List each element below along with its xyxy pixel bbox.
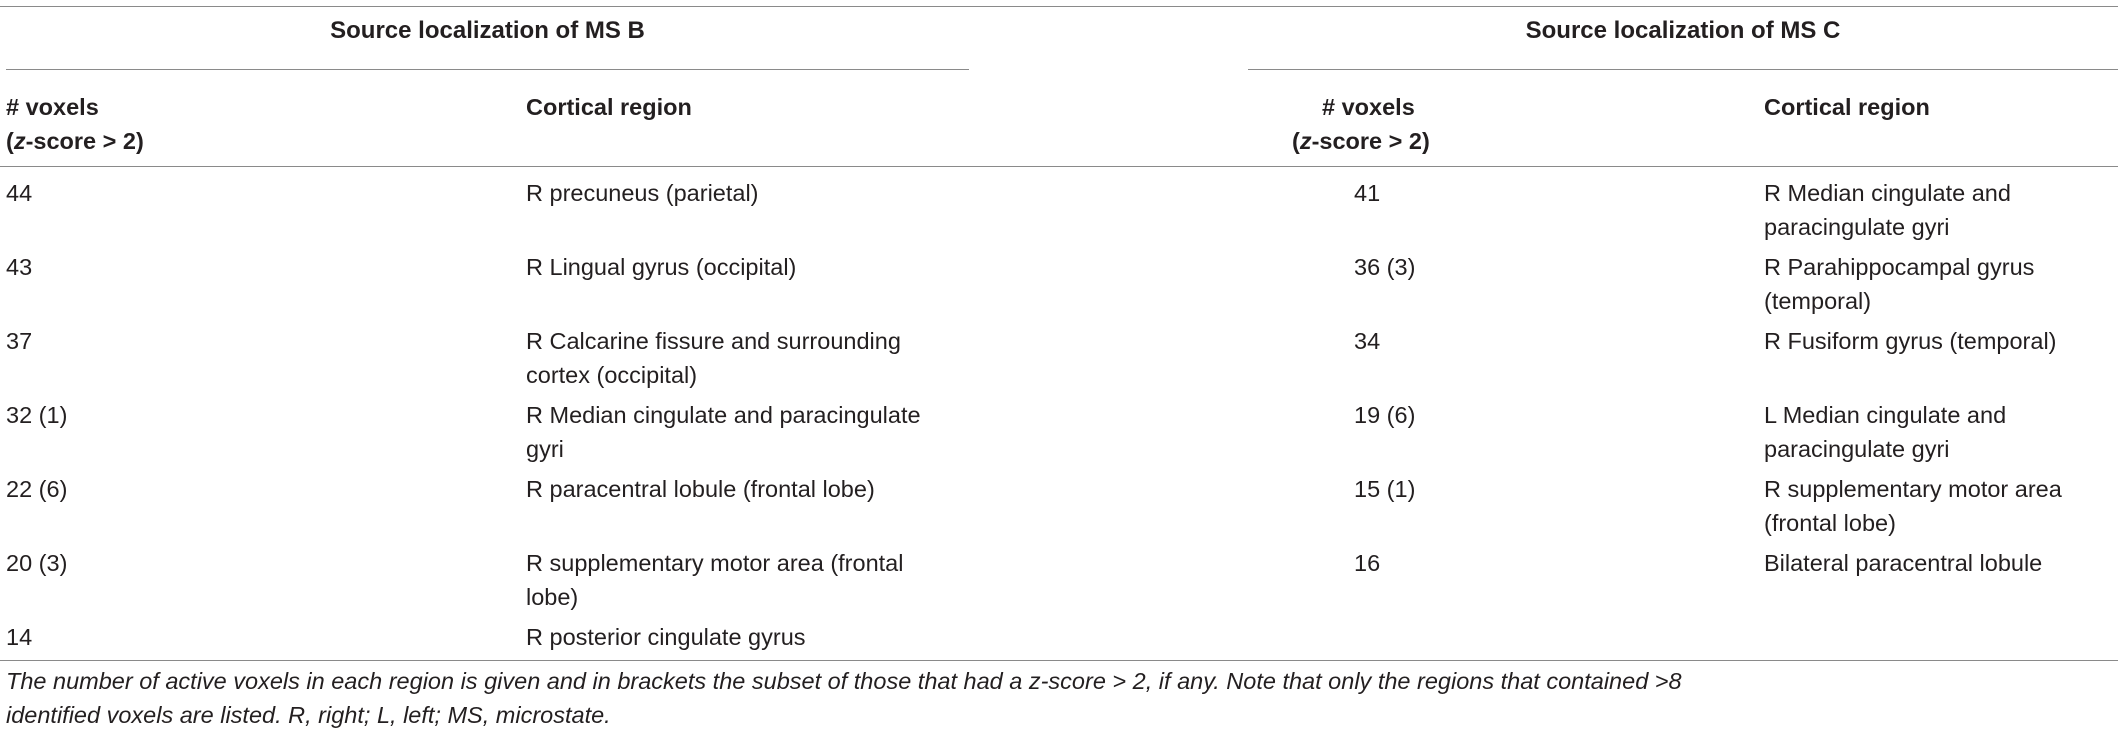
header-region-ms-c: Cortical region bbox=[1764, 94, 1930, 120]
header-bottom-rule bbox=[0, 166, 2118, 167]
table-cell-voxels-ms-c: 15 (1) bbox=[1354, 476, 1416, 502]
region-line: R supplementary motor area (frontal bbox=[526, 550, 904, 576]
header-voxels-line1: # voxels bbox=[6, 94, 99, 120]
group-c-underline bbox=[1248, 69, 2118, 70]
table-cell-region-ms-b: R supplementary motor area (frontal lobe) bbox=[526, 546, 903, 614]
table-cell-region-ms-b: R Median cingulate and paracingulate gyri bbox=[526, 398, 921, 466]
table-cell-region-ms-c: L Median cingulate and paracingulate gyri bbox=[1764, 398, 2006, 466]
table-cell-voxels-ms-c: 19 (6) bbox=[1354, 402, 1416, 428]
caption-line-1: The number of active voxels in each regi… bbox=[6, 668, 1682, 694]
region-line: gyri bbox=[526, 436, 564, 462]
table-cell-voxels-ms-b: 32 (1) bbox=[6, 402, 68, 428]
table-cell-region-ms-b: R posterior cingulate gyrus bbox=[526, 620, 806, 654]
table-cell-region-ms-b: R precuneus (parietal) bbox=[526, 176, 759, 210]
caption-line-2: identified voxels are listed. R, right; … bbox=[6, 702, 611, 728]
header-voxels-ms-c: # voxels (z-score > 2) bbox=[1292, 90, 1430, 158]
table-cell-voxels-ms-c: 41 bbox=[1354, 180, 1381, 206]
table-cell-region-ms-c: R Fusiform gyrus (temporal) bbox=[1764, 324, 2057, 358]
region-line: cortex (occipital) bbox=[526, 362, 698, 388]
region-line: R posterior cingulate gyrus bbox=[526, 624, 806, 650]
region-line: R supplementary motor area bbox=[1764, 476, 2062, 502]
region-line: paracingulate gyri bbox=[1764, 214, 1950, 240]
region-line: R Fusiform gyrus (temporal) bbox=[1764, 328, 2057, 354]
table-cell-voxels-ms-b: 43 bbox=[6, 254, 33, 280]
table-cell-voxels-ms-c: 36 (3) bbox=[1354, 254, 1416, 280]
region-line: R Parahippocampal gyrus bbox=[1764, 254, 2035, 280]
header-region-ms-b: Cortical region bbox=[526, 94, 692, 120]
table-cell-region-ms-b: R Lingual gyrus (occipital) bbox=[526, 250, 796, 284]
region-line: R Lingual gyrus (occipital) bbox=[526, 254, 797, 280]
top-rule bbox=[0, 6, 2118, 7]
header-voxels-ms-b: # voxels (z-score > 2) bbox=[6, 90, 144, 158]
group-title-ms-b: Source localization of MS B bbox=[330, 17, 645, 44]
region-line: R precuneus (parietal) bbox=[526, 180, 759, 206]
region-line: L Median cingulate and bbox=[1764, 402, 2007, 428]
region-line: paracingulate gyri bbox=[1764, 436, 1950, 462]
region-line: (frontal lobe) bbox=[1764, 510, 1896, 536]
table-cell-region-ms-b: R Calcarine fissure and surrounding corte… bbox=[526, 324, 901, 392]
table-cell-voxels-ms-b: 22 (6) bbox=[6, 476, 68, 502]
table-cell-voxels-ms-b: 14 bbox=[6, 624, 33, 650]
table-cell-region-ms-c: Bilateral paracentral lobule bbox=[1764, 546, 2042, 580]
table-caption: The number of active voxels in each regi… bbox=[6, 664, 2106, 732]
header-voxels-line1: # voxels bbox=[1322, 94, 1415, 120]
region-line: (temporal) bbox=[1764, 288, 1872, 314]
header-voxels-line2: (z-score > 2) bbox=[6, 128, 144, 154]
region-line: Bilateral paracentral lobule bbox=[1764, 550, 2043, 576]
region-line: R Median cingulate and paracingulate bbox=[526, 402, 921, 428]
table-cell-voxels-ms-b: 20 (3) bbox=[6, 550, 68, 576]
table-cell-voxels-ms-c: 34 bbox=[1354, 328, 1381, 354]
table-cell-voxels-ms-b: 37 bbox=[6, 328, 33, 354]
header-voxels-line2: (z-score > 2) bbox=[1292, 128, 1430, 154]
table-cell-region-ms-c: R Parahippocampal gyrus (temporal) bbox=[1764, 250, 2034, 318]
table-cell-region-ms-c: R supplementary motor area (frontal lobe) bbox=[1764, 472, 2062, 540]
table-cell-region-ms-c: R Median cingulate and paracingulate gyri bbox=[1764, 176, 2011, 244]
region-line: R Calcarine fissure and surrounding bbox=[526, 328, 901, 354]
region-line: lobe) bbox=[526, 584, 579, 610]
table-cell-region-ms-b: R paracentral lobule (frontal lobe) bbox=[526, 472, 875, 506]
table-bottom-rule bbox=[0, 660, 2118, 661]
region-line: R Median cingulate and bbox=[1764, 180, 2011, 206]
group-title-ms-c: Source localization of MS C bbox=[1525, 17, 1841, 44]
region-line: R paracentral lobule (frontal lobe) bbox=[526, 476, 875, 502]
table-cell-voxels-ms-b: 44 bbox=[6, 180, 33, 206]
group-b-underline bbox=[6, 69, 969, 70]
table-cell-voxels-ms-c: 16 bbox=[1354, 550, 1381, 576]
